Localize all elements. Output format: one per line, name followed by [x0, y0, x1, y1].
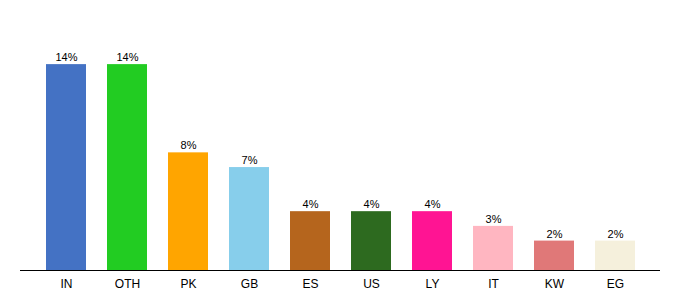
svg-text:14%: 14% — [116, 51, 138, 63]
svg-text:4%: 4% — [364, 198, 380, 210]
svg-text:3%: 3% — [486, 213, 502, 225]
svg-text:LY: LY — [426, 277, 440, 291]
svg-text:PK: PK — [180, 277, 196, 291]
svg-text:2%: 2% — [608, 228, 624, 240]
svg-text:4%: 4% — [425, 198, 441, 210]
svg-text:KW: KW — [545, 277, 565, 291]
svg-text:OTH: OTH — [115, 277, 140, 291]
svg-text:2%: 2% — [547, 228, 563, 240]
svg-text:7%: 7% — [242, 154, 258, 166]
svg-text:GB: GB — [241, 277, 258, 291]
svg-text:EG: EG — [607, 277, 624, 291]
svg-text:4%: 4% — [303, 198, 319, 210]
svg-text:IN: IN — [61, 277, 73, 291]
svg-text:ES: ES — [302, 277, 318, 291]
svg-text:IT: IT — [488, 277, 499, 291]
svg-text:14%: 14% — [55, 51, 77, 63]
svg-text:8%: 8% — [181, 139, 197, 151]
svg-text:US: US — [363, 277, 380, 291]
